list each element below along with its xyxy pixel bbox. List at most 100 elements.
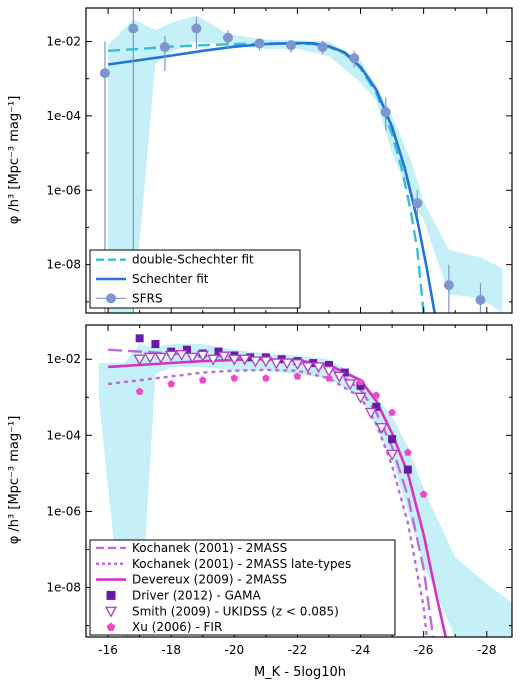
top-series-2-point [223,32,233,43]
bot-series-3-point [135,334,144,343]
bot-series-4-point [207,354,220,366]
xtick-label: -20 [225,643,245,657]
bot-series-5-point [262,374,270,382]
bot-series-5-point [388,408,396,416]
x-axis-label: M_K - 5log10h [254,665,346,680]
bot-series-3-point [182,345,191,354]
top-series-2-point [191,23,202,34]
bot-legend-label: Smith (2009) - UKIDSS (z < 0.085) [132,604,339,618]
bot-series-5-point [372,391,381,399]
top-panel: 1e-02 1e-04 1e-06 1e-08 φ /h³ [Mpc⁻³ mag⁻¹]… [7,7,513,314]
bot-series-4-point [186,352,199,364]
bot-series-4-point [175,350,188,362]
bot-series-4-point [270,358,283,370]
top-series-2-point [412,198,423,209]
bot-series-4-point [291,359,304,371]
top-series-2-point [380,107,391,118]
top-series-2 [99,8,486,313]
bot-legend-label: Kochanek (2001) - 2MASS late-types [132,557,351,571]
bottom-y-axis-label: φ /h³ [Mpc⁻³ mag⁻¹] [7,416,22,545]
bot-series-4-point [154,352,167,364]
bot-series-4-point [375,423,388,435]
bottom-x-ticks: -16 -18 -20 -22 -24 -26 -28 [98,325,497,657]
bot-series-5-point [404,448,412,456]
bot-ytick-label: 1e-08 [46,581,81,595]
xtick-label: -16 [98,643,118,657]
top-series-layer [99,8,486,313]
top-series-1 [107,41,436,313]
top-legend: double-Schechter fit Schechter fit SFRS [89,249,301,309]
bot-series-4-point [364,407,378,419]
bot-series-1-line [107,368,428,637]
bot-legend-swatch [106,590,116,600]
bot-series-4-point [196,350,209,362]
bot-ytick-label: 1e-02 [46,352,81,366]
top-series-2-point [317,42,328,53]
bot-series-1 [107,368,428,637]
bot-series-5-point [293,372,302,380]
top-legend-swatch [106,293,116,304]
top-series-2-point [286,40,297,51]
bot-series-3-point [151,340,160,349]
bot-series-5-point [325,374,333,382]
bot-series-4-point [312,362,325,374]
bot-series-3-point [388,435,397,444]
bot-series-5-point [167,380,175,388]
bot-series-5-point [356,378,365,386]
xtick-label: -28 [477,643,497,657]
top-series-2-point [128,23,139,34]
top-ytick-label: 1e-02 [46,34,81,48]
bot-legend-label: Kochanek (2001) - 2MASS [132,541,287,555]
xtick-label: -24 [351,643,371,657]
top-legend-label: SFRS [132,291,162,305]
top-y-ticks: 1e-02 1e-04 1e-06 1e-08 [46,34,512,303]
bot-series-3-point [324,360,333,369]
bot-series-4-point [217,351,231,363]
top-x-ticks [107,8,488,313]
bottom-plot-frame [85,324,513,638]
bot-series-4-point [344,379,357,391]
bot-ytick-label: 1e-06 [46,504,81,518]
top-legend-label: double-Schechter fit [132,253,254,267]
bot-series-3-point [356,381,365,390]
bot-series-5-point [419,490,428,498]
bot-legend-swatch [106,622,116,631]
bot-series-4-point [301,362,314,374]
bot-series-4 [133,350,399,461]
bot-series-4-point [228,354,241,366]
bot-series-5-point [199,376,207,384]
bot-series-5-point [135,387,144,395]
xtick-label: -18 [161,643,181,657]
bottom-y-ticks: 1e-02 1e-04 1e-06 1e-08 [46,352,512,627]
bot-series-5 [135,372,428,498]
bot-series-4-point [238,354,251,366]
top-series-1-line [107,41,436,313]
bot-series-4-point [354,392,367,404]
bot-series-4-point [385,449,399,461]
top-ytick-label: 1e-04 [46,109,81,123]
top-legend-label: Schechter fit [132,272,209,286]
bottom-legend: Kochanek (2001) - 2MASS Kochanek (2001) -… [89,539,396,636]
bot-legend-swatch [104,606,118,618]
bot-ytick-label: 1e-04 [46,428,81,442]
top-confidence-band [108,15,503,313]
bot-series-4-point [333,371,346,383]
top-band-area [108,15,503,313]
bot-series-5-point [230,374,239,382]
top-y-axis-label: φ /h³ [Mpc⁻³ mag⁻¹] [7,96,22,225]
bot-series-4-point [280,358,294,370]
xtick-label: -26 [414,643,434,657]
bot-series-4-point [143,352,157,364]
bot-legend-label: Xu (2006) - FIR [132,620,222,634]
bottom-series-layer [107,334,447,637]
bot-legend-label: Devereux (2009) - 2MASS [132,573,287,587]
bot-legend-box [89,539,396,636]
top-series-2-point [159,42,170,53]
top-series-2-point [99,68,110,79]
top-series-2-point [254,38,265,49]
top-ytick-label: 1e-08 [46,258,81,272]
bot-series-4-point [165,350,178,362]
bot-series-4-point [259,356,272,368]
